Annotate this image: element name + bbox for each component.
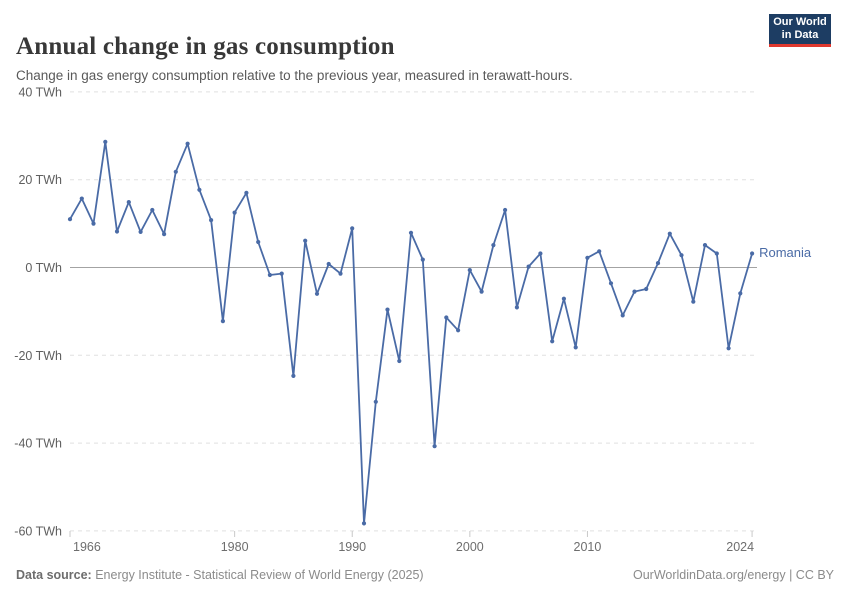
data-point[interactable] [256, 239, 261, 245]
data-point[interactable] [138, 229, 143, 234]
attribution-link[interactable]: OurWorldinData.org/energy | CC BY [632, 568, 834, 582]
data-point[interactable] [573, 345, 578, 350]
data-point[interactable] [326, 261, 331, 267]
owid-logo[interactable]: Our World in Data [769, 14, 831, 47]
data-point[interactable] [350, 226, 355, 231]
x-axis-tick-label: 1966 [73, 540, 101, 554]
data-point[interactable] [456, 328, 461, 333]
x-axis-tick-label: 2024 [726, 540, 754, 554]
data-source-label: Data source: [16, 568, 92, 582]
data-point[interactable] [679, 253, 684, 258]
data-point[interactable] [561, 296, 567, 301]
x-axis-tick-label: 2000 [456, 540, 484, 554]
data-point[interactable] [173, 169, 178, 174]
data-point[interactable] [750, 251, 755, 256]
data-point[interactable] [514, 305, 520, 310]
page-title: Annual change in gas consumption [16, 32, 395, 60]
data-point[interactable] [644, 286, 649, 292]
data-point[interactable] [714, 251, 719, 256]
data-point[interactable] [67, 217, 73, 222]
data-point[interactable] [550, 339, 555, 344]
series-label-romania[interactable]: Romania [759, 245, 812, 261]
data-point[interactable] [585, 255, 590, 260]
data-point[interactable] [279, 271, 284, 276]
x-axis-tick-label: 1990 [338, 540, 366, 554]
data-point[interactable] [597, 249, 602, 254]
y-axis-tick-label: -40 TWh [14, 437, 62, 451]
y-axis-tick-label: 40 TWh [18, 85, 62, 99]
chart-subtitle: Change in gas energy consumption relativ… [16, 67, 573, 83]
data-source-text: Energy Institute - Statistical Review of… [91, 568, 424, 582]
data-point[interactable] [291, 373, 296, 378]
owid-logo-line2: in Data [781, 29, 819, 41]
data-point[interactable] [432, 444, 437, 449]
data-point[interactable] [420, 257, 425, 262]
data-point[interactable] [314, 291, 320, 296]
data-point[interactable] [220, 319, 225, 324]
data-point[interactable] [408, 230, 414, 235]
data-point[interactable] [479, 289, 484, 294]
data-point[interactable] [738, 291, 743, 296]
data-point[interactable] [503, 207, 508, 213]
data-point[interactable] [702, 243, 708, 248]
data-point[interactable] [232, 210, 237, 215]
data-point[interactable] [397, 358, 402, 364]
data-point[interactable] [361, 521, 367, 526]
data-point[interactable] [126, 200, 131, 205]
data-point[interactable] [620, 313, 625, 318]
data-point[interactable] [114, 229, 120, 234]
x-axis-tick-label: 1980 [221, 540, 249, 554]
data-point[interactable] [162, 232, 167, 237]
y-axis-tick-label: 0 TWh [25, 261, 62, 275]
chart-footer: Data source: Energy Institute - Statisti… [16, 568, 834, 582]
data-point[interactable] [79, 196, 84, 201]
data-point[interactable] [150, 207, 155, 213]
x-axis-tick-label: 2010 [574, 540, 602, 554]
data-point[interactable] [267, 272, 272, 278]
y-axis-tick-label: -20 TWh [14, 349, 62, 363]
data-point[interactable] [467, 268, 472, 273]
y-axis-tick-label: -60 TWh [14, 524, 62, 538]
data-point[interactable] [338, 271, 343, 276]
data-point[interactable] [303, 238, 308, 243]
data-source-note: Data source: Energy Institute - Statisti… [16, 568, 424, 582]
data-point[interactable] [667, 231, 672, 236]
owid-logo-line1: Our World [773, 16, 827, 28]
data-point[interactable] [244, 190, 249, 195]
data-point[interactable] [91, 221, 96, 226]
data-point[interactable] [726, 346, 731, 351]
data-point[interactable] [385, 307, 390, 312]
y-axis-tick-label: 20 TWh [18, 173, 62, 187]
data-point[interactable] [373, 399, 378, 404]
chart-svg: 40 TWh 20 TWh 0 TWh -20 TWh -40 TWh -60 TWh 19… [14, 85, 757, 554]
data-point[interactable] [103, 139, 108, 144]
data-point[interactable] [538, 251, 543, 256]
data-point[interactable] [608, 281, 614, 286]
data-point[interactable] [491, 243, 496, 248]
data-point[interactable] [526, 264, 531, 269]
data-point[interactable] [185, 141, 190, 146]
data-point[interactable] [197, 187, 202, 192]
data-point[interactable] [655, 261, 661, 266]
line-series-romania [69, 141, 753, 525]
data-point[interactable] [632, 289, 637, 294]
data-point[interactable] [691, 299, 696, 304]
data-point[interactable] [444, 315, 449, 320]
data-point[interactable] [209, 218, 214, 223]
